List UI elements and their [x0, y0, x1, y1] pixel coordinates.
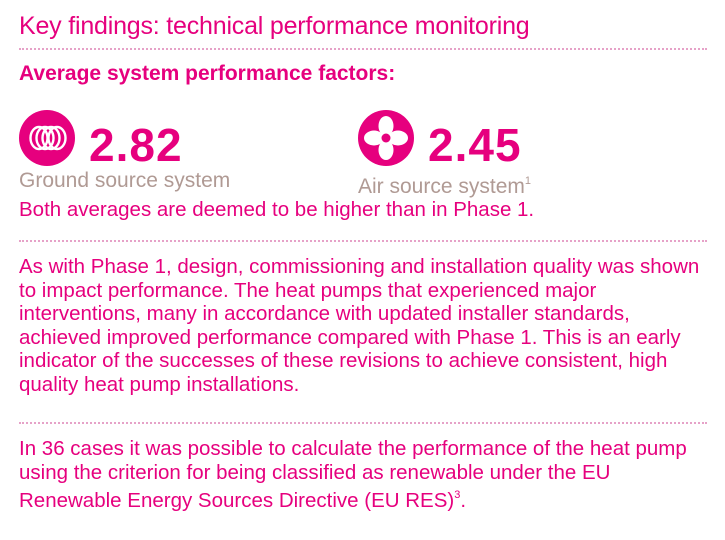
section-heading: Key findings: technical performance moni… — [19, 12, 530, 40]
air-source-stat: 2.45 Air source system1 — [358, 110, 658, 198]
air-source-label: Air source system1 — [358, 175, 531, 198]
ground-source-label: Ground source system — [19, 169, 231, 192]
air-source-value: 2.45 — [428, 119, 522, 171]
ground-source-rings-icon — [19, 110, 75, 166]
divider — [19, 48, 707, 50]
footnote-marker: 3 — [454, 489, 461, 501]
subheading: Average system performance factors: — [19, 62, 396, 85]
ground-source-value: 2.82 — [89, 119, 183, 171]
divider — [19, 240, 707, 242]
footnote-marker: 1 — [524, 175, 531, 187]
paragraph-phase-comparison: As with Phase 1, design, commissioning a… — [19, 255, 700, 396]
ground-source-stat: 2.82 Ground source system — [19, 110, 319, 195]
paragraph-eu-res: In 36 cases it was possible to calculate… — [19, 437, 687, 512]
air-source-fan-icon — [358, 110, 414, 166]
divider — [19, 422, 707, 424]
summary-text: Both averages are deemed to be higher th… — [19, 198, 535, 221]
